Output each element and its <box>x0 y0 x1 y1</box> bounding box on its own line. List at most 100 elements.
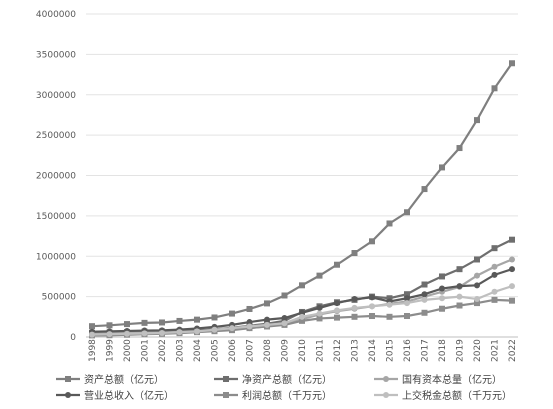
data-point <box>316 272 323 279</box>
data-point <box>509 266 515 273</box>
data-point <box>89 323 95 330</box>
x-tick-label: 2003 <box>176 339 186 362</box>
legend-marker <box>65 392 71 398</box>
data-point <box>369 303 375 310</box>
data-point <box>334 261 340 268</box>
data-point <box>316 304 323 311</box>
data-point <box>456 302 463 309</box>
legend-label: 利润总额（千万元） <box>242 389 332 402</box>
data-point <box>159 329 165 336</box>
data-point <box>474 300 480 307</box>
data-point <box>491 263 498 270</box>
data-point <box>299 313 305 320</box>
data-point <box>421 281 428 288</box>
data-point <box>439 285 445 292</box>
data-point <box>491 245 498 252</box>
legend-label: 资产总额（亿元） <box>84 373 164 386</box>
data-point <box>509 256 515 263</box>
x-tick-label: 2014 <box>368 339 378 362</box>
series-1 <box>89 60 515 330</box>
data-point <box>509 60 515 67</box>
data-point <box>194 316 200 323</box>
legend-item: 利润总额（千万元） <box>214 389 332 402</box>
x-tick-label: 2010 <box>298 339 308 362</box>
data-point <box>246 319 253 326</box>
y-tick-label: 2000000 <box>36 172 76 182</box>
data-point <box>351 250 358 257</box>
legend: 资产总额（亿元） 净资产总额（亿元） 国有资本总量（亿元） 营业总收入（亿元） 利润总额… <box>56 373 512 402</box>
x-tick-label: 2022 <box>508 339 518 362</box>
y-tick-label: 500000 <box>42 293 77 303</box>
legend-label: 净资产总额（亿元） <box>242 373 332 386</box>
data-point <box>456 145 463 152</box>
legend-item: 上交税金总额（千万元） <box>374 389 512 402</box>
data-point <box>491 271 498 278</box>
data-point <box>404 209 410 216</box>
data-point <box>334 314 340 321</box>
data-point <box>421 186 428 193</box>
data-point <box>281 292 288 299</box>
data-point <box>246 305 253 312</box>
data-point <box>474 272 480 279</box>
data-point <box>334 300 340 307</box>
data-point <box>229 310 235 317</box>
legend-marker <box>223 392 229 398</box>
data-point <box>456 266 463 273</box>
x-tick-label: 1999 <box>106 339 116 362</box>
y-axis: 0 500000 1000000 1500000 2000000 2500000 30000… <box>36 10 76 343</box>
data-point <box>509 283 515 290</box>
data-point <box>229 325 235 332</box>
data-point <box>211 314 218 321</box>
series-layer <box>89 60 515 339</box>
data-point <box>124 330 130 337</box>
data-point <box>211 326 218 333</box>
series-6 <box>89 283 515 338</box>
y-tick-label: 3000000 <box>36 91 76 101</box>
data-point <box>439 305 445 312</box>
series-4 <box>89 266 515 335</box>
data-point <box>106 322 113 329</box>
y-tick-label: 1500000 <box>36 212 76 222</box>
x-tick-label: 2017 <box>421 339 431 362</box>
data-point <box>194 328 200 335</box>
legend-label: 上交税金总额（千万元） <box>402 389 512 402</box>
y-tick-label: 4000000 <box>36 10 76 20</box>
x-tick-label: 2013 <box>351 339 361 362</box>
y-tick-label: 0 <box>70 333 76 343</box>
data-point <box>369 238 375 245</box>
data-point <box>299 282 305 289</box>
data-point <box>439 273 445 280</box>
data-point <box>264 300 270 307</box>
data-point <box>439 164 445 171</box>
data-point <box>386 295 393 302</box>
data-point <box>509 297 515 304</box>
data-point <box>491 296 498 303</box>
x-tick-label: 2000 <box>123 339 133 362</box>
x-tick-label: 2004 <box>193 339 203 362</box>
legend-label: 国有资本总量（亿元） <box>402 373 502 386</box>
data-point <box>281 315 288 322</box>
data-point <box>89 331 95 338</box>
y-tick-label: 3500000 <box>36 50 76 60</box>
y-tick-label: 1000000 <box>36 252 76 262</box>
data-point <box>421 296 428 303</box>
data-point <box>474 282 480 289</box>
data-point <box>456 283 463 290</box>
data-point <box>491 288 498 295</box>
data-point <box>106 331 113 338</box>
data-point <box>351 304 358 311</box>
x-tick-label: 2020 <box>473 339 483 362</box>
data-point <box>334 307 340 314</box>
data-point <box>404 300 410 307</box>
x-tick-label: 2018 <box>438 339 448 362</box>
data-point <box>474 256 480 263</box>
legend-marker <box>65 376 71 382</box>
legend-item: 净资产总额（亿元） <box>214 373 332 386</box>
grid-lines <box>86 13 518 338</box>
data-point <box>176 317 183 324</box>
data-point <box>281 320 288 327</box>
data-point <box>404 313 410 320</box>
legend-item: 国有资本总量（亿元） <box>374 373 502 386</box>
data-point <box>351 313 358 320</box>
data-point <box>491 85 498 92</box>
